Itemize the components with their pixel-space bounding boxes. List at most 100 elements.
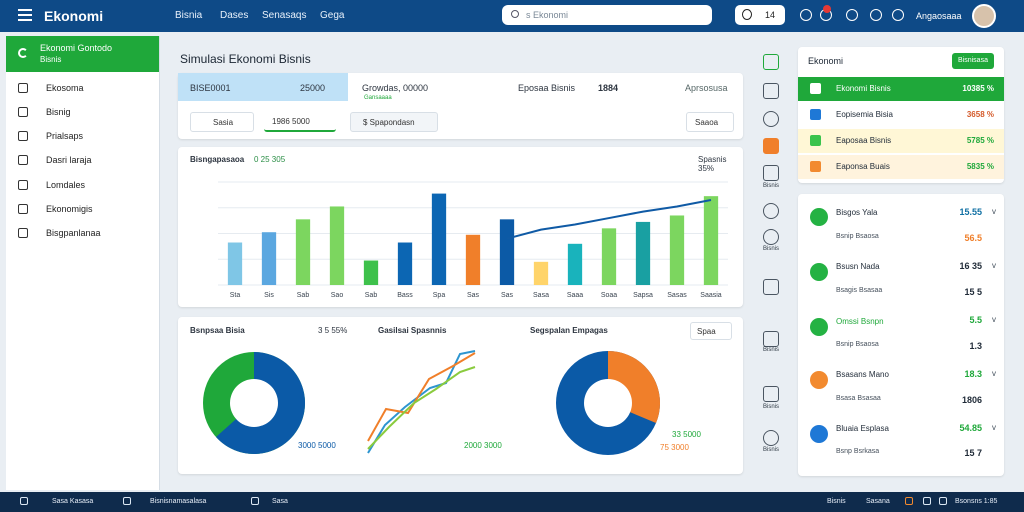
nav-item-2[interactable]: Dases	[220, 10, 249, 21]
chevron-down-icon[interactable]: v	[992, 423, 996, 432]
bar[interactable]	[499, 219, 515, 285]
calendar-icon[interactable]	[763, 331, 779, 347]
logo-icon	[18, 48, 28, 58]
chart-title: Bisngapasaoa	[190, 155, 245, 164]
chevron-down-icon[interactable]: v	[992, 207, 996, 216]
document-icon[interactable]	[763, 386, 779, 402]
bar[interactable]	[431, 193, 447, 285]
bottom-item-4[interactable]: Bisnis	[827, 498, 846, 505]
bag-icon	[18, 107, 28, 117]
kpi-id: BISE0001	[190, 83, 231, 93]
alert-icon[interactable]	[763, 138, 779, 154]
bar[interactable]	[363, 260, 379, 285]
warning-icon[interactable]	[905, 497, 913, 505]
bottom-item-1[interactable]: Sasa Kasasa	[52, 498, 94, 505]
info-icon[interactable]	[763, 111, 779, 127]
chat-icon[interactable]	[870, 9, 882, 21]
clock-icon[interactable]	[763, 203, 779, 219]
stat-icon-2	[810, 263, 828, 281]
menu-icon[interactable]	[18, 9, 32, 21]
search-icon	[511, 10, 519, 18]
tab-label: 1986 5000	[272, 117, 310, 126]
chevron-down-icon[interactable]: v	[992, 369, 996, 378]
right-panel-row-3[interactable]: Eaposaa Bisnis 5785 %	[798, 129, 1004, 153]
x-tick-label: Soaa	[601, 292, 617, 299]
bar[interactable]	[601, 228, 617, 285]
x-tick-label: Saaa	[567, 292, 583, 299]
grid-icon[interactable]	[20, 497, 28, 505]
x-tick-label: Sapsa	[633, 292, 653, 299]
file-icon[interactable]	[763, 165, 779, 181]
bar[interactable]	[533, 261, 549, 285]
bottom-item-3[interactable]: Sasa	[272, 498, 288, 505]
circle-icon[interactable]	[251, 497, 259, 505]
filter-dropdown[interactable]: Sasia	[190, 112, 254, 132]
bar[interactable]	[295, 219, 311, 285]
x-tick-label: Sab	[365, 292, 378, 299]
bottom-item-2[interactable]: Bisnisnamasalasa	[150, 498, 207, 505]
right-panel-row-4[interactable]: Eaponsa Buais 5835 %	[798, 155, 1004, 179]
check-icon[interactable]	[763, 430, 779, 446]
counter-box[interactable]: 14	[735, 5, 785, 25]
chevron-down-icon[interactable]: v	[992, 315, 996, 324]
row-label: Eaposaa Bisnis	[836, 136, 892, 145]
chevron-down-icon[interactable]: v	[992, 261, 996, 270]
bottom-item-6[interactable]: Bsonsns 1:85	[955, 498, 998, 505]
select-label: $ Spapondasn	[363, 118, 415, 127]
user-name[interactable]: Angaosaaa	[916, 11, 962, 21]
sidebar-item-label: Bisnig	[46, 107, 71, 117]
circle-icon[interactable]	[123, 497, 131, 505]
kpi-label: Eposaa Bisnis	[518, 83, 576, 93]
nav-item-3[interactable]: Senasaqs	[262, 10, 307, 21]
stat-name-1: Bisgos Yala	[836, 208, 878, 217]
app-title: Ekonomi	[44, 8, 104, 24]
nav-item-4[interactable]: Gega	[320, 10, 345, 21]
cloud-icon[interactable]	[892, 9, 904, 21]
bar[interactable]	[703, 196, 719, 285]
bar[interactable]	[261, 232, 277, 285]
row-label: Eopisemia Bisia	[836, 110, 893, 119]
select-dropdown[interactable]: $ Spapondasn	[350, 112, 438, 132]
page-title: Simulasi Ekonomi Bisnis	[180, 52, 311, 66]
kpi-highlight[interactable]	[178, 73, 348, 101]
search-placeholder: s Ekonomi	[526, 10, 569, 20]
stat-value-3: 5.5	[969, 315, 982, 325]
row-label: Ekonomi Bisnis	[836, 84, 891, 93]
shield-icon[interactable]	[763, 229, 779, 245]
bar[interactable]	[329, 206, 345, 285]
option-button[interactable]: Saaoa	[686, 112, 734, 132]
sidebar-header[interactable]: Ekonomi Gontodo Bisnis	[6, 36, 159, 72]
chart-icon	[810, 83, 821, 94]
search-input[interactable]: s Ekonomi	[502, 5, 712, 25]
stat-value-4b: 1806	[961, 395, 982, 405]
counter-value: 14	[765, 10, 776, 20]
green-action-icon[interactable]	[763, 54, 779, 70]
right-panel-row-2[interactable]: Eopisemia Bisia 3658 %	[798, 103, 1004, 127]
stat-sub-5: Bsnp Bsrkasa	[836, 448, 880, 455]
avatar[interactable]	[972, 4, 996, 28]
nav-item-1[interactable]: Bisnia	[175, 10, 203, 21]
help-icon[interactable]	[939, 497, 947, 505]
stat-name-3: Omssi Bsnpn	[836, 317, 884, 326]
right-panel-button[interactable]: Bisnisasa	[952, 53, 994, 69]
sidebar-item-label: Ekosoma	[46, 83, 84, 93]
search-icon[interactable]	[800, 9, 812, 21]
right-panel-row-1[interactable]: Ekonomi Bisnis 10385 %	[798, 77, 1004, 101]
bar[interactable]	[635, 221, 651, 285]
row-label: Eaponsa Buais	[836, 162, 890, 171]
bar[interactable]	[465, 234, 481, 285]
bottom-item-5[interactable]: Sasana	[866, 498, 890, 505]
info-icon[interactable]	[923, 497, 931, 505]
edit-icon[interactable]	[763, 83, 779, 99]
settings-icon[interactable]	[846, 9, 858, 21]
legend-mid: 2000 3000	[464, 441, 502, 450]
chat-icon	[18, 204, 28, 214]
bar[interactable]	[669, 215, 685, 285]
grid-icon[interactable]	[763, 279, 779, 295]
bar[interactable]	[567, 243, 583, 285]
bar[interactable]	[397, 242, 413, 285]
briefcase-icon	[18, 131, 28, 141]
tab-active[interactable]: 1986 5000	[264, 112, 336, 132]
bar[interactable]	[227, 242, 243, 285]
bottom-filter[interactable]: Spaa	[690, 322, 732, 340]
